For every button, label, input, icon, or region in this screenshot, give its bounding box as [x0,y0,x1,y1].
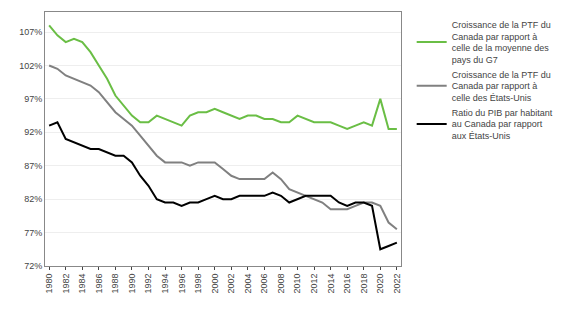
svg-text:2010: 2010 [292,274,302,294]
svg-text:2008: 2008 [276,274,286,294]
svg-text:1996: 1996 [177,274,187,294]
svg-text:2004: 2004 [243,274,253,294]
svg-text:2006: 2006 [259,274,269,294]
svg-text:82%: 82% [24,194,42,204]
svg-text:1994: 1994 [160,274,170,294]
svg-text:1986: 1986 [94,274,104,294]
svg-text:1992: 1992 [143,274,153,294]
svg-text:1982: 1982 [61,274,71,294]
svg-text:87%: 87% [24,161,42,171]
svg-text:77%: 77% [24,228,42,238]
svg-text:1998: 1998 [193,274,203,294]
svg-text:107%: 107% [19,27,42,37]
svg-text:2002: 2002 [226,274,236,294]
svg-text:1984: 1984 [77,274,87,294]
svg-text:72%: 72% [24,261,42,271]
svg-text:2012: 2012 [309,274,319,294]
svg-text:1988: 1988 [110,274,120,294]
svg-text:97%: 97% [24,94,42,104]
svg-text:1990: 1990 [127,274,137,294]
svg-text:102%: 102% [19,61,42,71]
svg-text:2014: 2014 [326,274,336,294]
svg-text:Croissance de la PTF duCanada: Croissance de la PTF duCanada par rappor… [452,70,551,103]
svg-text:1980: 1980 [44,274,54,294]
svg-text:2022: 2022 [392,274,402,294]
svg-text:2020: 2020 [375,274,385,294]
svg-text:2018: 2018 [359,274,369,294]
svg-text:92%: 92% [24,127,42,137]
svg-text:Croissance de la PTF duCanada: Croissance de la PTF duCanada par rappor… [452,20,551,65]
svg-text:2016: 2016 [342,274,352,294]
svg-text:2000: 2000 [210,274,220,294]
svg-text:Ratio du PIB par habitantau Ca: Ratio du PIB par habitantau Canada par r… [452,108,553,141]
